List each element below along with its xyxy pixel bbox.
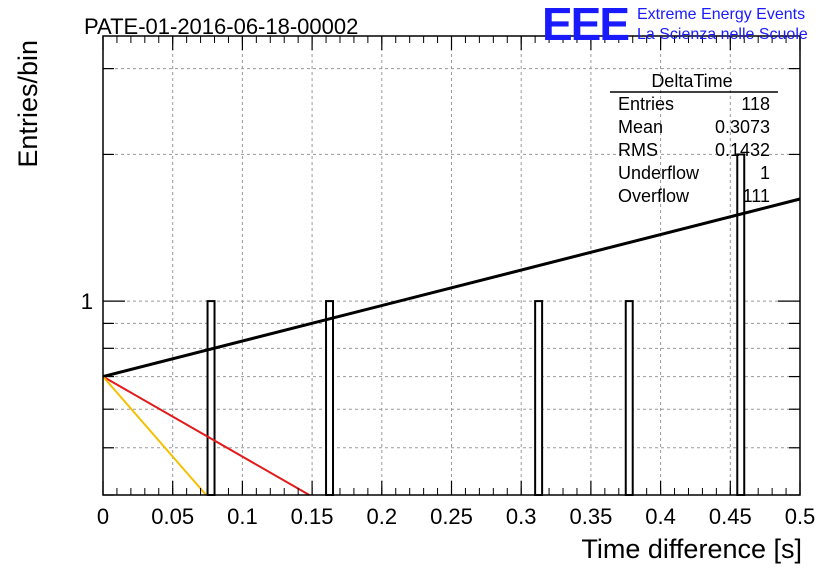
stats-value-rms: 0.1432 bbox=[715, 140, 770, 160]
logo-line-1: Extreme Energy Events bbox=[637, 6, 805, 23]
x-tick-label: 0.35 bbox=[569, 504, 612, 529]
stats-label-mean: Mean bbox=[618, 117, 663, 137]
fit-line bbox=[102, 197, 801, 379]
stats-value-entries: 118 bbox=[741, 94, 770, 114]
axis-ticks: 0 0.05 0.1 0.15 0.2 0.25 0.3 0.35 0.4 0.45 0.5 1 bbox=[81, 36, 816, 529]
fit-lines bbox=[102, 197, 801, 496]
x-tick-label: 0.2 bbox=[367, 504, 398, 529]
x-tick-label: 0.15 bbox=[291, 504, 334, 529]
x-tick-label: 0.05 bbox=[151, 504, 194, 529]
y-tick-label: 1 bbox=[81, 289, 93, 314]
x-tick-label: 0.1 bbox=[227, 504, 258, 529]
x-tick-label: 0.5 bbox=[785, 504, 816, 529]
chart-title: PATE-01-2016-06-18-00002 bbox=[84, 14, 358, 39]
y-axis-label: Entries/bin bbox=[13, 40, 43, 168]
fit-line bbox=[102, 375, 310, 496]
x-tick-label: 0.25 bbox=[430, 504, 473, 529]
stats-value-underflow: 1 bbox=[760, 163, 770, 183]
stats-title: DeltaTime bbox=[651, 71, 732, 91]
x-axis-label: Time difference [s] bbox=[581, 534, 802, 564]
stats-label-entries: Entries bbox=[618, 94, 674, 114]
stats-box: DeltaTime Entries 118 Mean 0.3073 RMS 0.… bbox=[610, 71, 778, 206]
stats-label-rms: RMS bbox=[618, 140, 658, 160]
stats-label-underflow: Underflow bbox=[618, 163, 700, 183]
x-tick-label: 0.4 bbox=[645, 504, 676, 529]
histogram-bin bbox=[206, 300, 216, 496]
eee-logo-mark: EEE bbox=[542, 0, 628, 50]
stats-label-overflow: Overflow bbox=[618, 186, 690, 206]
logo-line-2: La Scienza nelle Scuole bbox=[637, 26, 808, 43]
histogram-bin bbox=[325, 300, 335, 496]
histogram-bin bbox=[534, 300, 544, 496]
fit-line bbox=[102, 375, 207, 496]
stats-value-mean: 0.3073 bbox=[715, 117, 770, 137]
x-tick-label: 0.45 bbox=[709, 504, 752, 529]
histogram-bin bbox=[624, 300, 634, 496]
x-tick-label: 0.3 bbox=[506, 504, 537, 529]
stats-value-overflow: 111 bbox=[743, 186, 770, 206]
x-tick-label: 0 bbox=[97, 504, 109, 529]
